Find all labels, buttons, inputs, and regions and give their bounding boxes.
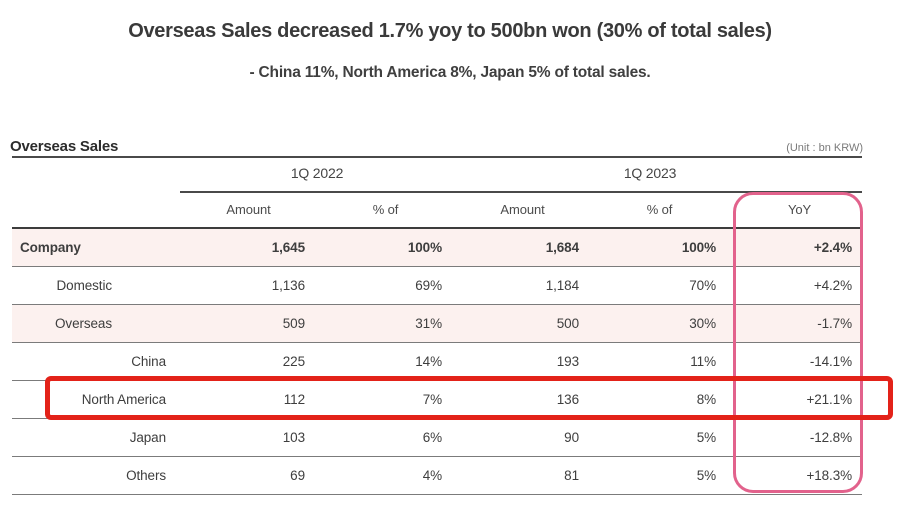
cell-1q2023-amount: 1,184 <box>545 278 579 293</box>
cell-1q2022-amount: 1,136 <box>271 278 305 293</box>
table-row-others: Others 69 4% 81 5% +18.3% <box>12 457 862 495</box>
cell-1q2022-amount: 69 <box>290 468 305 483</box>
cell-1q2023-amount: 136 <box>556 392 579 407</box>
cell-yoy: +18.3% <box>806 468 852 483</box>
col-header-amount-2022: Amount <box>226 201 271 217</box>
cell-yoy: +21.1% <box>806 392 852 407</box>
cell-yoy: -12.8% <box>809 430 852 445</box>
cell-1q2023-pct: 5% <box>696 430 716 445</box>
cell-1q2023-pct: 70% <box>689 278 716 293</box>
column-gap <box>728 419 737 456</box>
period-header-row: 1Q 2022 1Q 2023 <box>12 158 862 191</box>
cell-1q2023-amount: 500 <box>556 316 579 331</box>
cell-yoy: -1.7% <box>817 316 852 331</box>
cell-1q2023-amount: 81 <box>564 468 579 483</box>
cell-1q2022-pct: 4% <box>422 468 442 483</box>
table-row-overseas: Overseas 509 31% 500 30% -1.7% <box>12 305 862 343</box>
cell-1q2022-pct: 31% <box>415 316 442 331</box>
cell-1q2023-pct: 5% <box>696 468 716 483</box>
period-header-1q2023: 1Q 2023 <box>623 165 677 181</box>
row-label: Japan <box>129 430 166 445</box>
table-title: Overseas Sales <box>10 138 119 155</box>
cell-1q2023-pct: 100% <box>681 240 716 255</box>
col-header-yoy: YoY <box>787 201 812 217</box>
table-row-japan: Japan 103 6% 90 5% -12.8% <box>12 419 862 457</box>
cell-1q2023-pct: 30% <box>689 316 716 331</box>
cell-1q2023-amount: 90 <box>564 430 579 445</box>
table-section-head: Overseas Sales (Unit : bn KRW) <box>10 131 863 155</box>
column-gap <box>728 381 737 418</box>
column-gap <box>728 305 737 342</box>
cell-1q2022-pct: 69% <box>415 278 442 293</box>
cell-1q2023-pct: 8% <box>696 392 716 407</box>
cell-1q2022-pct: 100% <box>407 240 442 255</box>
col-header-amount-2023: Amount <box>500 201 545 217</box>
table-row-north-america: North America 112 7% 136 8% +21.1% <box>12 381 862 419</box>
row-label: North America <box>81 392 166 407</box>
cell-yoy: -14.1% <box>809 354 852 369</box>
page-subtitle: - China 11%, North America 8%, Japan 5% … <box>249 64 651 81</box>
column-gap <box>728 457 737 494</box>
cell-1q2022-amount: 1,645 <box>271 240 305 255</box>
label-column-header <box>12 191 180 227</box>
column-gap <box>728 343 737 380</box>
cell-1q2023-amount: 193 <box>556 354 579 369</box>
row-label: Others <box>126 468 166 483</box>
cell-1q2022-pct: 14% <box>415 354 442 369</box>
column-gap <box>728 191 737 227</box>
row-label: Overseas <box>55 316 112 331</box>
cell-yoy: +2.4% <box>813 240 852 255</box>
period-header-1q2022: 1Q 2022 <box>290 165 344 181</box>
col-header-pct-2023: % of <box>646 201 673 217</box>
cell-yoy: +4.2% <box>813 278 852 293</box>
column-header-row: Amount % of Amount % of YoY <box>12 191 862 229</box>
period-header-underline <box>180 191 862 193</box>
row-label: China <box>131 354 166 369</box>
overseas-sales-table: 1Q 2022 1Q 2023 Amount % of Amount % of … <box>12 156 862 495</box>
cell-1q2023-amount: 1,684 <box>545 240 579 255</box>
unit-note: (Unit : bn KRW) <box>786 142 863 154</box>
table-row-china: China 225 14% 193 11% -14.1% <box>12 343 862 381</box>
col-header-pct-2022: % of <box>372 201 399 217</box>
cell-1q2022-pct: 7% <box>422 392 442 407</box>
cell-1q2023-pct: 11% <box>690 354 716 369</box>
cell-1q2022-amount: 112 <box>283 392 305 407</box>
table-row-domestic: Domestic 1,136 69% 1,184 70% +4.2% <box>12 267 862 305</box>
column-gap <box>728 229 737 266</box>
page-title: Overseas Sales decreased 1.7% yoy to 500… <box>128 20 772 42</box>
cell-1q2022-amount: 103 <box>282 430 305 445</box>
cell-1q2022-amount: 225 <box>282 354 305 369</box>
row-label: Domestic <box>56 278 113 293</box>
column-gap <box>728 267 737 304</box>
cell-1q2022-pct: 6% <box>422 430 442 445</box>
row-label: Company <box>20 240 81 255</box>
table-row-company: Company 1,645 100% 1,684 100% +2.4% <box>12 229 862 267</box>
cell-1q2022-amount: 509 <box>282 316 305 331</box>
